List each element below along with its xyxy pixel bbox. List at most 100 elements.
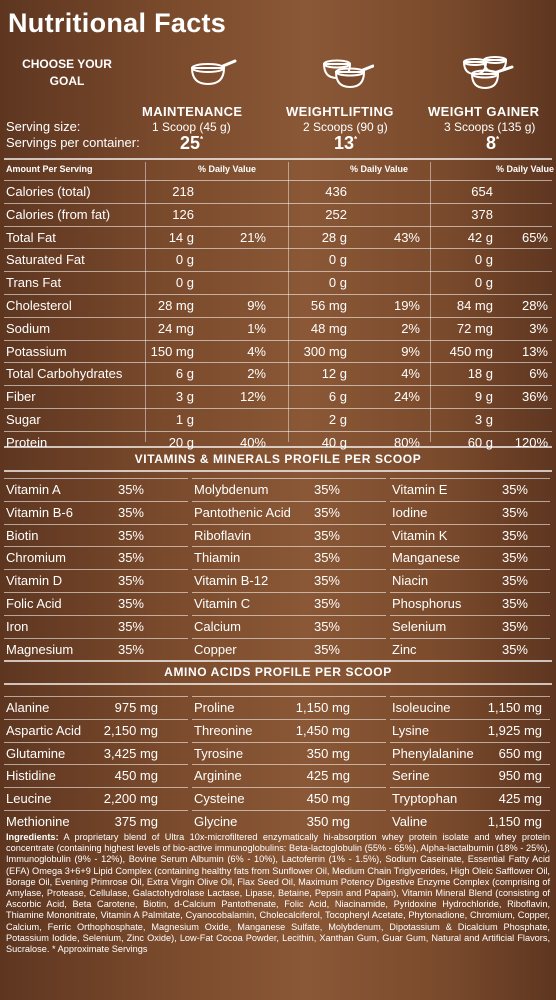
vitamin-name: Iron <box>6 618 29 634</box>
nutrient-name: Sugar <box>6 412 41 427</box>
amino-section-title: AMINO ACIDS PROFILE PER SCOOP <box>164 665 392 679</box>
nutrient-value: 42 g <box>467 229 493 245</box>
nutrient-value: 56 mg <box>310 298 347 313</box>
vitamin-name: Vitamin B-6 <box>6 504 73 520</box>
vitamin-amount: 35% <box>501 573 528 589</box>
amino-acid-name: Alanine <box>6 700 50 715</box>
amino-acid-amount: 425 mg <box>306 768 350 784</box>
vitamin-name: Niacin <box>392 573 429 589</box>
nutrient-daily-value: 3% <box>529 320 548 336</box>
vitamin-cell: Vitamin K 35% <box>390 523 550 545</box>
nutrient-row: Total Carbohydrates 6 g 2% 12 g 4% 18 g 6% <box>4 362 552 383</box>
amino-acid-name: Isoleucine <box>392 700 451 715</box>
amino-acid-cell: Serine 950 mg <box>390 764 550 785</box>
goal-label: CHOOSE YOUR GOAL <box>22 57 112 88</box>
amino-acid-amount: 2,150 mg <box>103 722 158 738</box>
nutrient-value: 3 g <box>474 412 493 427</box>
nutrient-value: 0 g <box>328 252 347 268</box>
three-scoops-icon <box>462 56 514 90</box>
vitamin-amount: 35% <box>117 641 144 657</box>
servings-weightlifting: 13* <box>334 133 358 153</box>
vitamin-cell: Vitamin D 35% <box>4 569 188 590</box>
amount-header: Amount Per Serving <box>6 164 93 174</box>
vitamin-name: Magnesium <box>6 641 74 657</box>
amino-acid-name: Valine <box>392 814 428 829</box>
dv-header-1: % Daily Value <box>198 164 257 174</box>
vitamin-cell: Iodine 35% <box>390 500 550 522</box>
vitamin-name: Thiamin <box>194 550 241 566</box>
serving-size-weightlifting: 2 Scoops (90 g) <box>303 120 388 134</box>
nutrient-value: 2 g <box>328 412 347 427</box>
vitamin-amount: 35% <box>313 641 340 657</box>
nutrient-daily-value: 1% <box>247 320 266 336</box>
nutrient-value: 0 g <box>328 275 347 291</box>
amino-acid-amount: 1,450 mg <box>295 722 350 738</box>
nutrient-row: Saturated Fat 0 g 0 g 0 g <box>4 248 552 269</box>
nutrient-value: 9 g <box>474 389 493 405</box>
vitamin-amount: 35% <box>501 550 528 566</box>
vitamin-name: Calcium <box>194 618 241 634</box>
vitamin-cell: Iron 35% <box>4 614 188 636</box>
amino-acid-name: Glutamine <box>6 745 66 761</box>
divider <box>4 158 552 160</box>
col-maintenance-title: MAINTENANCE <box>142 104 243 119</box>
vitamin-name: Vitamin K <box>392 527 448 543</box>
vitamin-cell: Thiamin 35% <box>192 546 386 567</box>
nutrient-value: 6 g <box>328 389 347 405</box>
two-scoops-icon <box>322 59 374 89</box>
vitamin-cell: Chromium 35% <box>4 546 188 567</box>
nutrient-value: 0 g <box>474 252 493 268</box>
vitamin-cell: Phosphorus 35% <box>390 592 550 613</box>
vitamin-name: Vitamin B-12 <box>194 573 269 589</box>
one-scoop-icon <box>190 59 237 86</box>
vitamin-amount: 35% <box>117 482 144 497</box>
vitamins-section-title: VITAMINS & MINERALS PROFILE PER SCOOP <box>134 452 422 466</box>
vitamin-cell: Calcium 35% <box>192 614 386 636</box>
nutrient-value: 300 mg <box>303 343 347 359</box>
vitamin-cell: Vitamin B-12 35% <box>192 569 386 590</box>
amino-acid-cell: Glycine 350 mg <box>192 810 386 831</box>
amino-acid-amount: 375 mg <box>114 814 158 829</box>
nutrient-name: Saturated Fat <box>6 252 85 268</box>
nutrient-name: Fiber <box>6 389 36 405</box>
amino-acid-name: Lysine <box>392 722 430 738</box>
nutrient-daily-value: 2% <box>247 366 266 382</box>
nutrient-name: Calories (from fat) <box>6 206 111 222</box>
col-weightgainer-title: WEIGHT GAINER <box>428 104 540 119</box>
vitamin-cell: Folic Acid 35% <box>4 592 188 613</box>
nutrient-row: Trans Fat 0 g 0 g 0 g <box>4 271 552 292</box>
nutrient-row: Calories (total) 218 436 654 <box>4 180 552 201</box>
nutrient-value: 252 <box>325 206 347 222</box>
vitamin-amount: 35% <box>117 573 144 589</box>
nutrient-daily-value: 13% <box>521 343 548 359</box>
divider <box>4 660 552 662</box>
amino-acid-amount: 1,150 mg <box>487 814 542 829</box>
amino-acid-name: Arginine <box>194 768 242 784</box>
column-divider <box>430 162 431 442</box>
column-divider <box>288 162 289 442</box>
amino-acid-name: Tryptophan <box>392 791 458 807</box>
nutrient-value: 6 g <box>175 366 194 382</box>
vitamin-cell: Selenium 35% <box>390 614 550 636</box>
nutrient-daily-value: 2% <box>401 320 420 336</box>
amino-acid-name: Aspartic Acid <box>6 722 82 738</box>
nutrient-value: 450 mg <box>449 343 493 359</box>
amino-acid-cell: Methionine 375 mg <box>4 810 188 831</box>
vitamin-amount: 35% <box>501 504 528 520</box>
vitamin-name: Iodine <box>392 504 428 520</box>
nutrient-name: Cholesterol <box>6 298 72 313</box>
nutrient-row: Potassium 150 mg 4% 300 mg 9% 450 mg 13% <box>4 339 552 361</box>
nutrient-value: 126 <box>172 206 194 222</box>
vitamin-cell: Vitamin A 35% <box>4 478 188 499</box>
serving-size-weightgainer: 3 Scoops (135 g) <box>444 120 536 134</box>
amino-acid-cell: Leucine 2,200 mg <box>4 787 188 808</box>
amino-acid-cell: Aspartic Acid 2,150 mg <box>4 718 188 740</box>
amino-acid-cell: Histidine 450 mg <box>4 764 188 785</box>
vitamin-cell: Zinc 35% <box>390 637 550 659</box>
vitamin-cell: Vitamin C 35% <box>192 592 386 613</box>
nutrient-daily-value: 4% <box>247 343 266 359</box>
dv-header-2: % Daily Value <box>350 164 409 174</box>
amino-acid-cell: Tyrosine 350 mg <box>192 741 386 763</box>
vitamin-amount: 35% <box>313 550 340 566</box>
serving-size-maintenance: 1 Scoop (45 g) <box>152 120 231 134</box>
